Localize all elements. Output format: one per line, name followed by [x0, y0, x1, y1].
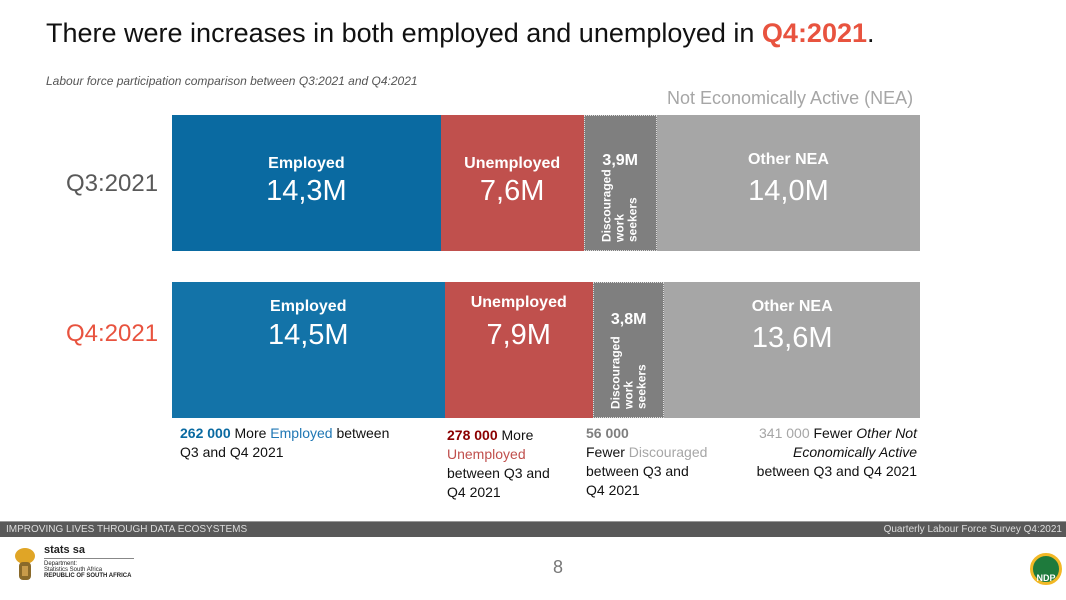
bar-segment-discouraged-work-seekers: 3,8M Discouraged work seekers	[592, 282, 665, 418]
title-highlight: Q4:2021	[761, 18, 867, 48]
segment-label: Other NEA	[747, 151, 829, 168]
chart-subtitle: Labour force participation comparison be…	[46, 74, 418, 88]
note-text: between Q3 and Q4 2021	[756, 463, 917, 479]
data-label: 13,6M	[751, 322, 833, 354]
segment-label: Employed	[268, 155, 345, 172]
data-label: 14,0M	[748, 175, 829, 207]
note-number: 56 000	[586, 425, 629, 441]
note-text: between Q3 and Q4 2021	[180, 425, 390, 460]
title-text: There were increases in both employed an…	[46, 18, 762, 48]
note-text: between Q3 and Q4 2021	[447, 465, 550, 500]
logo-line: REPUBLIC OF SOUTH AFRICA	[44, 573, 132, 579]
bar-segment-unemployed: Unemployed 7,6M	[440, 115, 584, 251]
note-category: Discouraged	[628, 444, 708, 460]
note-employed: 262 000 More Employed between Q3 and Q4 …	[180, 424, 410, 462]
slide-title: There were increases in both employed an…	[46, 18, 875, 49]
logo-line: Statistics South Africa	[44, 567, 103, 573]
bar-segment-unemployed: Unemployed 7,9M	[444, 282, 593, 418]
note-category: Unemployed	[447, 446, 526, 462]
bar-segment-employed: Employed 14,3M	[172, 115, 441, 251]
segment-label: Unemployed	[470, 294, 567, 311]
segment-label: Unemployed	[464, 155, 561, 172]
bar-segment-other-nea: Other NEA 13,6M	[664, 282, 920, 418]
note-number: 262 000	[180, 425, 231, 441]
data-label: 3,9M	[602, 152, 638, 169]
segment-label: Discouraged work seekers	[599, 169, 640, 242]
note-unemployed: 278 000 More Unemployed between Q3 and Q…	[447, 426, 567, 502]
note-discouraged: 56 000 Fewer Discouraged between Q3 and …	[586, 424, 711, 500]
note-text: Fewer	[809, 425, 857, 441]
bar-q3: Employed 14,3M Unemployed 7,6M 3,9M Discourag…	[172, 115, 920, 251]
note-text: More	[230, 425, 271, 441]
segment-label: Employed	[270, 298, 347, 315]
bar-segment-other-nea: Other NEA 14,0M	[656, 115, 920, 251]
segment-label: Discouraged work seekers	[608, 336, 649, 409]
note-text: Fewer	[586, 444, 629, 460]
bar-segment-discouraged-work-seekers: 3,9M Discouraged work seekers	[583, 115, 657, 251]
note-text: More	[497, 427, 534, 443]
data-label: 14,3M	[266, 175, 347, 207]
bar-segment-employed: Employed 14,5M	[172, 282, 445, 418]
note-category: Employed	[270, 425, 333, 441]
footer-bar: IMPROVING LIVES THROUGH DATA ECOSYSTEMS Q…	[0, 521, 1066, 537]
data-label: 14,5M	[267, 319, 349, 351]
page-number: 8	[553, 557, 564, 577]
segment-label: Other NEA	[751, 298, 833, 315]
note-text: between Q3 and Q4 2021	[586, 463, 689, 498]
stats-sa-logo: stats sa Department: Statistics South Afri…	[12, 545, 134, 586]
row-label-q3: Q3:2021	[66, 170, 159, 197]
data-label: 3,8M	[610, 311, 647, 328]
note-number: 341 000	[759, 425, 810, 441]
data-label: 7,9M	[486, 319, 551, 351]
ndp-logo: NDP	[1030, 553, 1062, 585]
coat-of-arms-icon	[15, 548, 35, 580]
logo-name: stats sa	[44, 545, 134, 559]
bar-q4: Employed 14,5M Unemployed 7,9M 3,8M Discourag…	[172, 282, 920, 418]
data-label: 7,6M	[479, 175, 545, 207]
note-other-nea: 341 000 Fewer Other Not Economically Act…	[745, 424, 917, 481]
note-number: 278 000	[447, 427, 498, 443]
title-end: .	[867, 18, 875, 48]
note-category: Other Not Economically Active	[793, 425, 917, 460]
footer-left: IMPROVING LIVES THROUGH DATA ECOSYSTEMS	[6, 524, 248, 535]
footer-right: Quarterly Labour Force Survey Q4:2021	[883, 524, 1062, 535]
row-label-q4: Q4:2021	[66, 320, 159, 347]
nea-group-label: Not Economically Active (NEA)	[667, 88, 914, 108]
logo-line: Department:	[44, 561, 78, 567]
